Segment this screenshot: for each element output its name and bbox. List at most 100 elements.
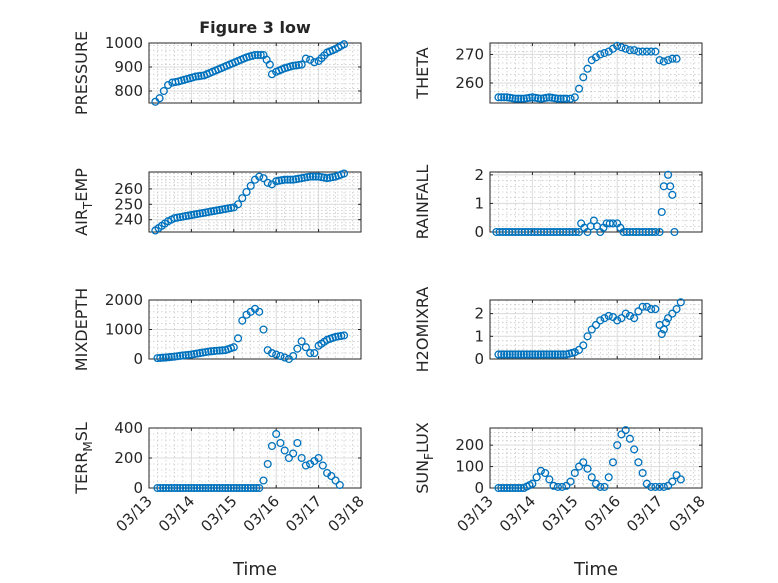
data-point: [191, 72, 200, 81]
data-point-interp: [173, 352, 182, 361]
data-point: [621, 44, 630, 53]
data-point: [664, 481, 673, 490]
data-point: [528, 479, 537, 488]
data-point: [265, 60, 274, 69]
data-point-interp: [525, 93, 534, 102]
data-point: [625, 311, 634, 320]
data-point: [613, 316, 622, 325]
data-point-interp: [209, 346, 219, 356]
data-point: [668, 54, 677, 63]
data-point: [339, 40, 349, 49]
data-point-interp: [548, 93, 557, 102]
chart-title: Figure 3 low: [199, 18, 311, 37]
data-point-interp: [571, 227, 580, 237]
data-point: [579, 458, 588, 467]
y-tick-label: 0: [133, 350, 143, 368]
data-point-interp: [173, 483, 182, 493]
data-point: [187, 350, 196, 359]
y-tick-label: 260: [455, 74, 484, 92]
data-point-interp: [201, 348, 210, 357]
data-point-interp: [500, 350, 509, 359]
data-point-interp: [534, 350, 543, 359]
data-point-interp: [190, 350, 199, 359]
data-point: [541, 468, 550, 478]
data-point: [562, 481, 571, 490]
data-point-interp: [181, 351, 190, 360]
data-point: [310, 58, 319, 67]
data-point-interp: [164, 353, 173, 362]
data-point-interp: [241, 483, 250, 493]
data-point-interp: [556, 94, 565, 103]
data-point-interp: [176, 483, 185, 493]
data-point: [259, 325, 268, 334]
y-tick-label: 250: [114, 195, 143, 213]
data-point: [280, 353, 289, 362]
data-point: [672, 471, 681, 480]
data-point: [570, 348, 579, 357]
data-point: [655, 56, 664, 65]
data-point-interp: [505, 483, 514, 493]
y-axis-label: PRESSURE: [72, 31, 91, 115]
data-point: [668, 477, 677, 486]
data-point: [545, 350, 554, 359]
data-point: [301, 54, 310, 63]
x-tick-label: 03/16: [240, 492, 283, 535]
data-point: [617, 314, 626, 323]
data-point: [170, 483, 179, 493]
data-point: [625, 46, 634, 55]
data-point: [297, 337, 306, 346]
data-point: [233, 200, 243, 209]
data-point: [238, 316, 247, 325]
data-point: [574, 345, 584, 354]
data-point: [613, 441, 622, 450]
data-point: [327, 471, 336, 481]
data-point: [634, 47, 643, 56]
data-point: [659, 57, 668, 66]
subplot-7: 0 100 200 03/13 03/14 03/15 03/16 03/17 03/18 SUN…: [413, 422, 709, 580]
data-point: [289, 351, 298, 361]
plot-area: [489, 42, 703, 104]
data-point-interp: [539, 94, 548, 103]
subplot-0: 800 900 1000 PRESSURE Figure 3 low: [72, 18, 362, 115]
data-point-interp: [514, 483, 523, 493]
y-axis-label: TERRMSL: [72, 422, 95, 495]
data-point: [255, 172, 264, 181]
x-tick-label: 03/18: [666, 492, 709, 535]
data-point-interp: [508, 94, 517, 103]
data-point: [638, 302, 647, 311]
data-point-interp: [232, 483, 241, 493]
data-point-interp: [209, 483, 219, 493]
y-tick-label: 2: [474, 305, 484, 323]
data-point: [306, 172, 315, 181]
y-tick-label: 260: [114, 180, 143, 198]
data-point: [314, 453, 323, 463]
series-points: [494, 426, 685, 493]
data-point: [574, 462, 584, 471]
data-point: [532, 473, 541, 482]
data-point: [233, 334, 243, 343]
x-tick-label: 03/17: [282, 492, 325, 535]
data-point: [666, 182, 675, 191]
y-axis-label: MIXDEPTH: [72, 288, 91, 371]
data-point: [301, 343, 310, 352]
y-tick-label: 200: [455, 436, 484, 454]
data-point: [596, 482, 605, 491]
data-point-interp: [497, 350, 506, 359]
data-point-interp: [198, 483, 207, 493]
data-point: [519, 350, 528, 359]
data-point: [617, 43, 626, 52]
y-tick-label: 400: [114, 419, 143, 437]
data-point: [621, 426, 630, 435]
data-point: [579, 73, 588, 82]
data-point-interp: [197, 71, 206, 80]
data-point: [545, 475, 554, 484]
axes-box: [148, 42, 362, 104]
y-axis-label: AIRTEMP: [72, 168, 95, 236]
data-point: [562, 94, 571, 103]
data-point-interp: [548, 350, 557, 359]
data-point-interp: [500, 483, 509, 493]
data-point: [178, 351, 187, 360]
data-point-interp: [525, 350, 534, 359]
series-points: [153, 429, 344, 493]
data-point-interp: [156, 483, 165, 493]
